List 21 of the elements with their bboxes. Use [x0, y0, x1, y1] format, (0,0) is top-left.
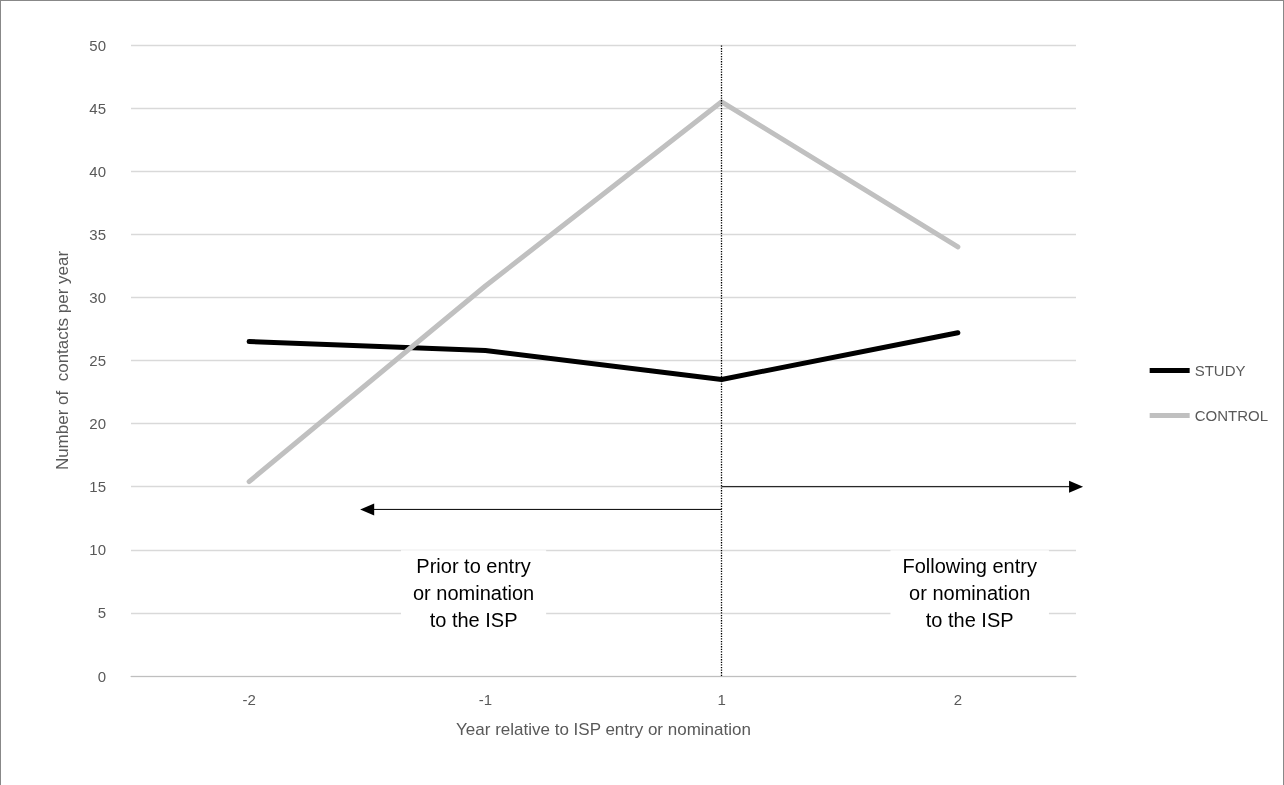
y-tick-label: 45: [89, 99, 106, 117]
y-tick-label: 25: [89, 352, 106, 369]
annotation: Prior to entry or nomination to the ISP: [412, 554, 535, 631]
x-tick-label: -2: [242, 691, 256, 708]
annotation: Following entry or nomination to the ISP: [902, 554, 1037, 631]
x-tick-label: 1: [717, 691, 726, 708]
y-tick-label: 10: [89, 541, 106, 559]
x-tick-label: -1: [478, 691, 493, 708]
y-tick-label: 35: [89, 225, 106, 243]
x-axis-title: Year relative to ISP entry or nomination: [456, 720, 751, 739]
y-tick-label: 5: [97, 604, 106, 622]
y-tick-label: 50: [89, 36, 106, 54]
legend-label: CONTROL: [1194, 407, 1269, 424]
y-tick-label: 0: [97, 667, 106, 685]
y-axis-title: Number of contacts per year: [53, 250, 72, 471]
x-tick-label: 2: [953, 691, 963, 708]
y-tick-label: 40: [89, 162, 106, 180]
y-tick-label: 20: [89, 415, 106, 433]
y-tick-label: 15: [89, 478, 106, 496]
legend-label: STUDY: [1194, 362, 1246, 379]
y-tick-label: 30: [89, 288, 106, 306]
